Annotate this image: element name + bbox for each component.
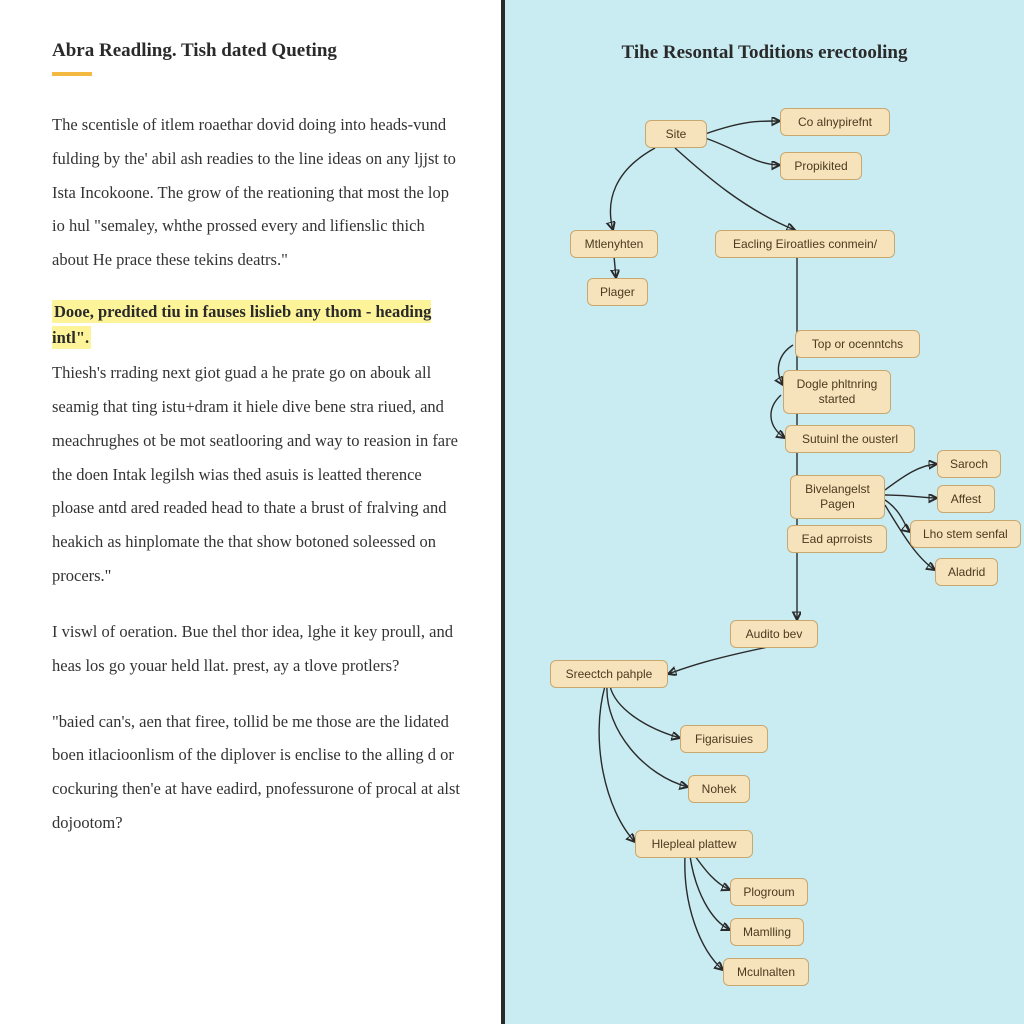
node-plager: Plager (587, 278, 648, 306)
node-affest: Affest (937, 485, 995, 513)
edge-3 (675, 148, 795, 230)
node-sreectch: Sreectch pahple (550, 660, 668, 688)
node-topoc: Top or ocenntchs (795, 330, 920, 358)
node-propkited: Propikited (780, 152, 862, 180)
node-nohek: Nohek (688, 775, 750, 803)
node-figar: Figarisuies (680, 725, 768, 753)
edge-4 (614, 256, 616, 278)
edge-13 (610, 686, 680, 738)
article-title: Abra Readling. Tish dated Queting (52, 40, 461, 62)
node-saroch: Saroch (937, 450, 1001, 478)
diagram-area: Site Co alnypirefnt Propikited Mtlenyhten Ea… (505, 80, 1020, 1020)
node-eacling: Eacling Eiroatlies conmein/ (715, 230, 895, 258)
node-eadapr: Ead aprroists (787, 525, 887, 553)
edge-14 (607, 686, 688, 787)
node-audito: Audito bev (730, 620, 818, 648)
paragraph-2: Thiesh's rrading next giot guad a he pra… (52, 356, 461, 593)
edge-9 (885, 495, 937, 498)
title-underline (52, 72, 92, 76)
node-hlepleal: Hlepleal plattew (635, 830, 753, 858)
paragraph-3: I viswl of oeration. Bue thel thor idea,… (52, 615, 461, 683)
highlight-block: Dooe, predited tiu in fauses lislieb any… (52, 299, 461, 350)
node-meuln: Mculnalten (723, 958, 809, 986)
diagram-title: Tihe Resontal Toditions erectooling (505, 0, 1024, 64)
article-panel: Abra Readling. Tish dated Queting The sc… (0, 0, 505, 1024)
node-mamlling: Mamlling (730, 918, 804, 946)
edge-17 (690, 856, 730, 930)
node-coalny: Co alnypirefnt (780, 108, 890, 136)
edge-12 (668, 646, 773, 674)
node-mtlenyhten: Mtlenyhten (570, 230, 658, 258)
edge-2 (610, 148, 655, 230)
node-dogle: Dogle phltnringstarted (783, 370, 891, 414)
node-sutuinl: Sutuinl the ousterl (785, 425, 915, 453)
node-site: Site (645, 120, 707, 148)
highlight-text: Dooe, predited tiu in fauses lislieb any… (52, 300, 431, 349)
node-plogr: Plogroum (730, 878, 808, 906)
node-lhostem: Lho stem senfal (910, 520, 1021, 548)
edge-18 (685, 856, 723, 970)
edge-16 (695, 856, 730, 890)
paragraph-4: "baied can's, aen that firee, tollid be … (52, 705, 461, 840)
edge-10 (885, 500, 910, 532)
edge-0 (705, 121, 780, 134)
diagram-panel: Tihe Resontal Toditions erectooling Site… (505, 0, 1024, 1024)
edge-8 (885, 464, 937, 490)
edge-1 (705, 138, 780, 165)
layout-container: Abra Readling. Tish dated Queting The sc… (0, 0, 1024, 1024)
edge-15 (599, 686, 635, 842)
node-bivel: BivelangelstPagen (790, 475, 885, 519)
node-aladrid: Aladrid (935, 558, 998, 586)
paragraph-1: The scentisle of itlem roaethar dovid do… (52, 108, 461, 277)
